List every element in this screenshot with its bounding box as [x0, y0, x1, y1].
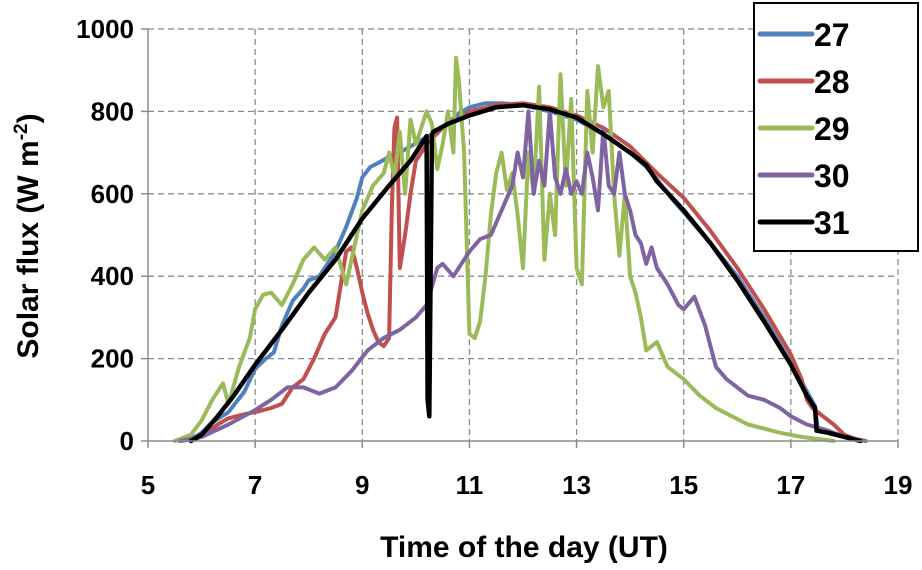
y-tick-label: 1000: [76, 14, 134, 44]
series-lines: [172, 55, 868, 444]
series-line-29: [172, 55, 836, 443]
legend: 27 28 29 30 31: [753, 2, 919, 252]
legend-label-29: 29: [814, 111, 850, 147]
x-tick-label: 7: [248, 470, 262, 500]
legend-label-31: 31: [814, 205, 850, 241]
y-axis-title-close: ): [12, 113, 45, 123]
x-tick-label: 13: [562, 470, 591, 500]
legend-label-30: 30: [814, 158, 850, 194]
y-tick-label: 600: [91, 179, 134, 209]
x-axis-title: Time of the day (UT): [380, 531, 668, 564]
x-tick-label: 15: [669, 470, 698, 500]
y-axis-title-main: Solar flux (W m: [12, 140, 45, 358]
legend-label-27: 27: [814, 17, 850, 53]
x-tick-label: 19: [884, 470, 913, 500]
legend-label-28: 28: [814, 64, 850, 100]
axes: [141, 28, 899, 448]
y-axis-title-superscript: -2: [11, 123, 32, 140]
x-tick-label: 5: [141, 470, 155, 500]
x-tick-label: 9: [355, 470, 369, 500]
y-axis-title: Solar flux (W m-2): [11, 113, 45, 358]
y-tick-label: 200: [91, 344, 134, 374]
y-tick-label: 400: [91, 261, 134, 291]
x-tick-label: 17: [776, 470, 805, 500]
x-tick-labels: 5 7 9 11 13 15 17 19: [141, 470, 913, 500]
series-line-28: [178, 101, 863, 443]
y-tick-labels: 0 200 400 600 800 1000: [76, 14, 134, 456]
y-tick-label: 800: [91, 96, 134, 126]
x-tick-label: 11: [456, 470, 484, 500]
series-line-30: [178, 109, 868, 443]
series-line-31: [188, 102, 863, 444]
y-tick-label: 0: [120, 426, 134, 456]
